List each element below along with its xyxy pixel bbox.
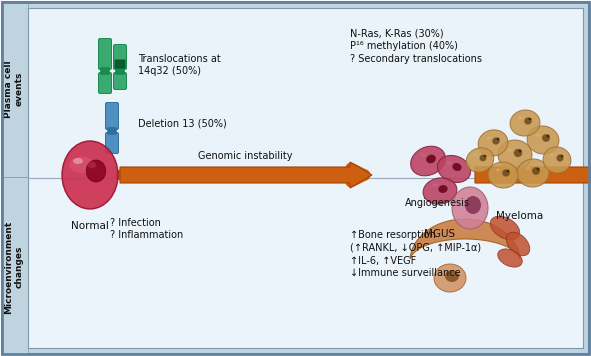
Text: Angiogenesis: Angiogenesis [404,198,469,208]
FancyBboxPatch shape [106,132,119,153]
Ellipse shape [479,155,486,161]
Ellipse shape [537,168,540,171]
Ellipse shape [69,157,95,173]
Ellipse shape [547,135,550,137]
Text: Deletion 13 (50%): Deletion 13 (50%) [138,119,227,129]
Ellipse shape [73,158,83,164]
Ellipse shape [478,130,508,156]
Ellipse shape [550,153,554,156]
Ellipse shape [62,141,118,209]
Ellipse shape [445,270,459,282]
Ellipse shape [542,134,550,142]
Ellipse shape [452,187,488,229]
FancyArrow shape [120,162,372,188]
Ellipse shape [439,185,447,193]
Ellipse shape [423,178,457,204]
FancyArrow shape [475,162,591,188]
Ellipse shape [492,137,500,145]
Ellipse shape [518,150,522,152]
Text: Plasma cell
events: Plasma cell events [4,60,24,118]
Ellipse shape [561,155,563,157]
Ellipse shape [496,138,499,140]
Ellipse shape [535,134,540,137]
FancyBboxPatch shape [106,103,119,130]
Ellipse shape [420,153,426,157]
Ellipse shape [498,249,522,267]
Ellipse shape [498,140,532,170]
Ellipse shape [483,155,486,157]
FancyBboxPatch shape [99,73,112,94]
Text: MGUS: MGUS [424,229,456,239]
Text: Microenvironment
changes: Microenvironment changes [4,220,24,314]
Ellipse shape [466,148,494,172]
Ellipse shape [452,163,462,171]
Ellipse shape [557,155,563,162]
Ellipse shape [446,161,452,164]
Text: Myeloma: Myeloma [496,211,544,221]
Text: N-Ras, K-Ras (30%)
P¹⁶ methylation (40%)
? Secondary translocations: N-Ras, K-Ras (30%) P¹⁶ methylation (40%)… [350,28,482,64]
Ellipse shape [525,167,530,169]
Ellipse shape [496,169,500,172]
Ellipse shape [527,126,559,154]
FancyBboxPatch shape [100,68,109,74]
FancyBboxPatch shape [115,68,125,74]
Ellipse shape [491,216,519,240]
Ellipse shape [506,232,530,256]
Ellipse shape [465,196,481,214]
FancyBboxPatch shape [113,44,126,69]
Ellipse shape [411,146,446,176]
Text: Genomic instability: Genomic instability [198,151,293,161]
Polygon shape [410,219,519,259]
Ellipse shape [502,169,510,177]
Ellipse shape [508,148,512,152]
Ellipse shape [518,116,522,119]
FancyBboxPatch shape [115,59,125,68]
Ellipse shape [517,159,549,187]
Ellipse shape [506,170,509,172]
Ellipse shape [528,118,531,120]
Ellipse shape [510,110,540,136]
Text: Translocations at
14q32 (50%): Translocations at 14q32 (50%) [138,54,221,77]
Text: ↑Bone resorption
(↑RANKL, ↓OPG, ↑MIP-1α)
↑IL-6, ↑VEGF
↓Immune surveillance: ↑Bone resorption (↑RANKL, ↓OPG, ↑MIP-1α)… [350,230,481,278]
Text: Normal: Normal [71,221,109,231]
Ellipse shape [488,162,518,188]
FancyBboxPatch shape [99,38,112,69]
Ellipse shape [433,183,437,187]
FancyBboxPatch shape [2,2,28,177]
FancyBboxPatch shape [113,73,126,89]
Ellipse shape [486,137,491,140]
Ellipse shape [437,156,470,183]
FancyBboxPatch shape [28,8,583,348]
Ellipse shape [86,160,106,182]
Text: ? Infection
? Inflammation: ? Infection ? Inflammation [110,218,183,240]
Ellipse shape [543,147,571,173]
FancyBboxPatch shape [2,177,28,354]
Ellipse shape [88,162,96,168]
Ellipse shape [514,149,522,157]
Ellipse shape [473,154,477,156]
Ellipse shape [524,117,532,125]
Ellipse shape [426,155,436,163]
FancyBboxPatch shape [108,127,116,135]
Ellipse shape [532,167,540,175]
Ellipse shape [434,264,466,292]
